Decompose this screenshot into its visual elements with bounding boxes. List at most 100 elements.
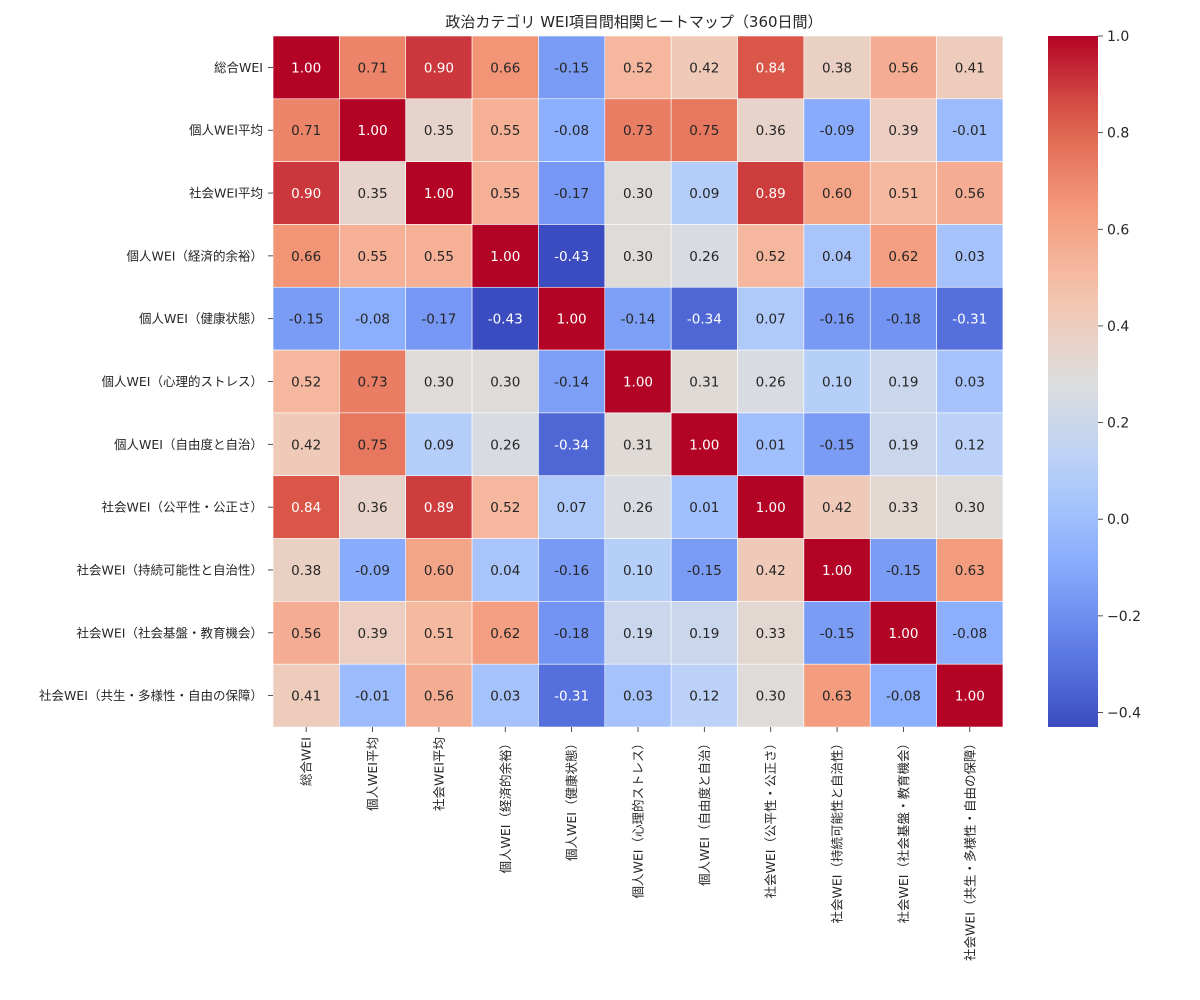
- heatmap-cell: 0.39: [869, 98, 937, 162]
- heatmap-cell-rect: [670, 224, 738, 288]
- cell-value-label: -0.08: [355, 312, 390, 328]
- colorbar-tick-label: 0.0: [1107, 512, 1129, 528]
- heatmap-cell-rect: [604, 601, 672, 665]
- cell-value-label: 0.55: [490, 123, 520, 139]
- heatmap-cell-rect: [538, 224, 606, 288]
- heatmap-cell-rect: [936, 98, 1004, 162]
- heatmap-cell-rect: [936, 35, 1004, 100]
- heatmap-cell-rect: [803, 538, 871, 602]
- heatmap-cell: 1.00: [670, 412, 738, 477]
- cell-value-label: -0.18: [554, 626, 589, 642]
- heatmap-cell-rect: [604, 475, 672, 539]
- cell-value-label: -0.18: [886, 312, 921, 328]
- heatmap-cell: 0.60: [405, 538, 473, 602]
- heatmap-cell-rect: [272, 98, 340, 162]
- heatmap-cell: -0.14: [538, 349, 606, 414]
- heatmap-cell: 1.00: [471, 224, 539, 288]
- colorbar-tick-label: −0.4: [1107, 706, 1141, 722]
- y-tick-label: 社会WEI（持続可能性と自治性）: [77, 562, 263, 577]
- heatmap-cell-rect: [471, 663, 539, 728]
- heatmap-cell: -0.08: [936, 601, 1004, 665]
- cell-value-label: 1.00: [756, 500, 786, 516]
- cell-value-label: -0.34: [554, 437, 589, 453]
- heatmap-cell: 0.39: [339, 601, 407, 665]
- heatmap-cell-rect: [538, 663, 606, 728]
- heatmap-cell: 1.00: [272, 35, 340, 100]
- heatmap-cell-rect: [936, 161, 1004, 225]
- cell-value-label: 0.71: [291, 123, 321, 139]
- x-tick-label: 個人WEI（健康状態）: [564, 737, 579, 861]
- cell-value-label: 0.63: [822, 689, 852, 705]
- y-tick-label: 個人WEI（自由度と自治）: [114, 437, 263, 452]
- colorbar-gradient: [1048, 36, 1098, 727]
- heatmap-cell: -0.31: [538, 663, 606, 728]
- heatmap-cell: 0.38: [803, 35, 871, 100]
- heatmap-cell-rect: [538, 98, 606, 162]
- cell-value-label: 0.60: [822, 186, 852, 202]
- heatmap-cell: 0.56: [936, 161, 1004, 225]
- cell-value-label: 1.00: [424, 186, 454, 202]
- heatmap-cell: -0.31: [936, 286, 1004, 351]
- heatmap-cell: 0.52: [604, 35, 672, 100]
- cell-value-label: 0.89: [756, 186, 786, 202]
- heatmap-cell-rect: [604, 286, 672, 351]
- heatmap-cell: 0.26: [604, 475, 672, 539]
- heatmap-cell-rect: [405, 538, 473, 602]
- heatmap-cell: 0.41: [936, 35, 1004, 100]
- heatmap-cell-rect: [405, 161, 473, 225]
- heatmap-cell: 0.12: [936, 412, 1004, 477]
- heatmap-cell: 0.56: [272, 601, 340, 665]
- cell-value-label: 0.71: [358, 60, 388, 76]
- heatmap-cell: 0.03: [936, 224, 1004, 288]
- cell-value-label: 0.33: [756, 626, 786, 642]
- heatmap-cell-rect: [670, 98, 738, 162]
- cell-value-label: 0.01: [756, 437, 786, 453]
- heatmap-cell-rect: [272, 286, 340, 351]
- cell-value-label: 0.35: [358, 186, 388, 202]
- heatmap-cell-rect: [405, 601, 473, 665]
- cell-value-label: 0.66: [490, 60, 520, 76]
- heatmap-cell: 0.89: [737, 161, 805, 225]
- heatmap-cell: 0.04: [471, 538, 539, 602]
- heatmap-cell-rect: [737, 98, 805, 162]
- heatmap-cell-rect: [471, 35, 539, 100]
- heatmap-cell-rect: [538, 475, 606, 539]
- heatmap-cell: 0.33: [869, 475, 937, 539]
- cell-value-label: 0.55: [358, 249, 388, 265]
- heatmap-cell: -0.15: [803, 412, 871, 477]
- heatmap-cell: 1.00: [604, 349, 672, 414]
- cell-value-label: -0.15: [687, 563, 722, 579]
- heatmap-cell: 0.71: [272, 98, 340, 162]
- cell-value-label: 0.51: [888, 186, 918, 202]
- cell-value-label: 0.19: [689, 626, 719, 642]
- y-tick-label: 社会WEI（共生・多様性・自由の保障）: [39, 688, 263, 703]
- heatmap-cell-rect: [339, 663, 407, 728]
- heatmap-cell-rect: [471, 98, 539, 162]
- cell-value-label: -0.16: [820, 312, 855, 328]
- heatmap-cell: 0.75: [339, 412, 407, 477]
- cell-value-label: 0.26: [490, 437, 520, 453]
- heatmap-cell-rect: [604, 412, 672, 477]
- cell-value-label: 0.12: [955, 437, 985, 453]
- cell-value-label: 0.42: [756, 563, 786, 579]
- heatmap-cell: 0.35: [405, 98, 473, 162]
- heatmap-cell: 0.07: [538, 475, 606, 539]
- heatmap-cell-rect: [339, 224, 407, 288]
- heatmap-cell-rect: [272, 663, 340, 728]
- heatmap-cell: -0.08: [339, 286, 407, 351]
- heatmap-cell-rect: [737, 663, 805, 728]
- heatmap-cell-rect: [670, 286, 738, 351]
- heatmap-cell-rect: [405, 663, 473, 728]
- heatmap-cell-rect: [803, 224, 871, 288]
- heatmap-cell-rect: [803, 161, 871, 225]
- heatmap-cell-rect: [803, 349, 871, 414]
- heatmap-cell: -0.16: [538, 538, 606, 602]
- heatmap-cell-rect: [936, 475, 1004, 539]
- y-tick-label: 個人WEI（経済的余裕）: [127, 248, 263, 263]
- cell-value-label: -0.08: [886, 689, 921, 705]
- cell-value-label: 0.56: [424, 689, 454, 705]
- heatmap-cell: 0.07: [737, 286, 805, 351]
- cell-value-label: 0.01: [689, 500, 719, 516]
- heatmap-cell: 0.10: [604, 538, 672, 602]
